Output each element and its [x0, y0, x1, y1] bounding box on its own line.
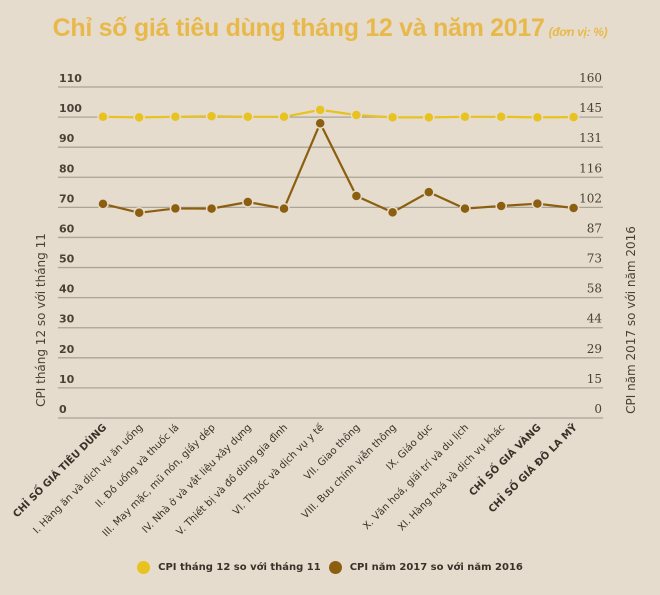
y-tick-left: 20 — [59, 343, 75, 356]
y-tick-left: 50 — [59, 253, 75, 266]
data-point — [495, 200, 507, 212]
legend-item-series2: CPI năm 2017 so với năm 2016 — [328, 561, 523, 574]
data-point — [278, 202, 290, 215]
data-point — [314, 104, 326, 116]
data-point — [386, 111, 399, 124]
y-tick-right: 73 — [587, 252, 602, 266]
chart-title-unit: (đơn vị: %) — [548, 25, 608, 39]
data-point — [205, 110, 218, 122]
y-axis-title-left: CPI tháng 12 so với tháng 11 — [34, 233, 48, 407]
legend-item-series1: CPI tháng 12 so với tháng 11 — [137, 561, 321, 574]
y-tick-right: 87 — [587, 221, 602, 235]
data-point — [97, 198, 109, 210]
line-chart: 0 0 10 15 20 29 30 44 40 58 50 73 60 87 70 102 80 116 90 13… — [9, 71, 638, 539]
data-point — [567, 111, 580, 123]
data-point — [350, 109, 363, 121]
data-point — [278, 111, 290, 123]
y-tick-right: 58 — [587, 282, 602, 296]
data-point — [423, 186, 435, 198]
legend: CPI tháng 12 so với tháng 11 CPI năm 201… — [0, 561, 660, 574]
y-tick-right: 15 — [587, 372, 602, 386]
legend-dot-yellow-icon — [137, 561, 151, 574]
data-point — [97, 111, 109, 123]
data-point — [567, 202, 580, 214]
data-point — [459, 111, 471, 123]
data-point — [423, 111, 435, 124]
y-tick-left: 10 — [59, 373, 75, 386]
chart-title: Chỉ số giá tiêu dùng tháng 12 và năm 201… — [0, 14, 660, 43]
data-point — [531, 197, 544, 210]
y-tick-left: 90 — [59, 132, 75, 145]
data-point — [531, 111, 544, 124]
y-tick-right: 145 — [579, 101, 602, 115]
data-point — [386, 206, 399, 219]
y-tick-left: 40 — [59, 283, 75, 296]
series-line — [102, 108, 574, 119]
data-point — [205, 202, 218, 215]
legend-dot-brown-icon — [328, 561, 342, 574]
y-tick-left: 70 — [59, 192, 75, 205]
y-axis-title-right: CPI năm 2017 so với năm 2016 — [624, 226, 638, 414]
data-point — [242, 196, 254, 208]
y-tick-left: 80 — [59, 162, 75, 175]
data-point — [459, 202, 471, 215]
y-tick-right: 0 — [594, 402, 602, 416]
y-tick-right: 131 — [579, 131, 602, 145]
series-line — [102, 120, 574, 214]
data-point — [169, 202, 182, 215]
data-point — [242, 111, 254, 123]
y-tick-right: 102 — [579, 191, 602, 205]
chart-title-main: Chỉ số giá tiêu dùng tháng 12 và năm 201… — [52, 14, 545, 42]
y-tick-left: 110 — [59, 72, 82, 85]
data-point — [133, 111, 145, 124]
legend-label: CPI tháng 12 so với tháng 11 — [158, 562, 321, 573]
y-tick-right: 116 — [579, 161, 602, 175]
y-tick-left: 0 — [59, 403, 67, 416]
data-point — [314, 117, 326, 129]
data-point — [495, 111, 507, 123]
y-tick-left: 100 — [59, 102, 82, 115]
data-point — [133, 207, 145, 219]
legend-label: CPI năm 2017 so với năm 2016 — [349, 562, 523, 573]
data-point — [350, 190, 363, 202]
data-point — [169, 111, 182, 123]
y-tick-right: 44 — [587, 312, 603, 326]
y-tick-right: 29 — [587, 342, 602, 356]
y-tick-left: 30 — [59, 313, 75, 326]
y-tick-left: 60 — [59, 222, 75, 235]
y-tick-right: 160 — [579, 71, 602, 85]
